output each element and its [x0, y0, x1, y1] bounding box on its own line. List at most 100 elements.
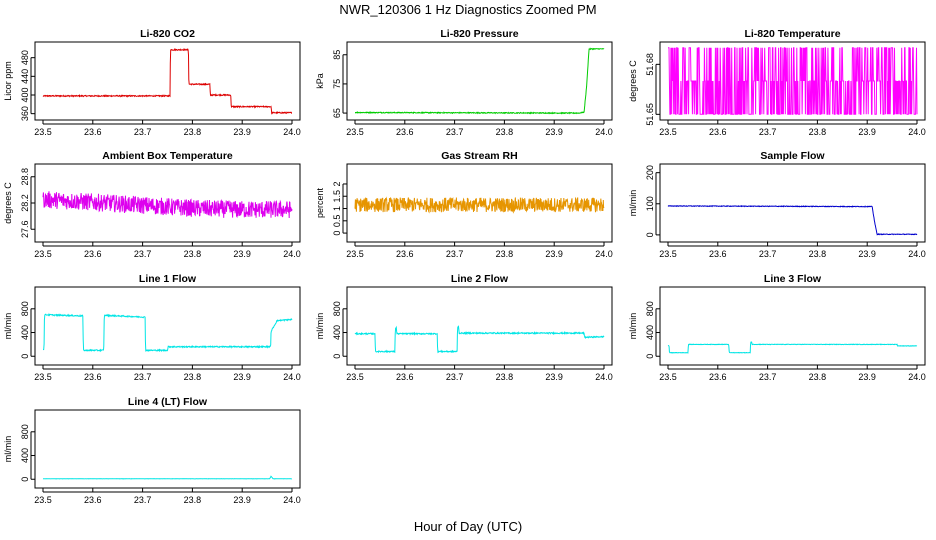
x-tick-label: 23.7: [446, 372, 464, 382]
panel-title: Sample Flow: [760, 150, 825, 162]
x-tick-label: 23.8: [809, 372, 827, 382]
x-tick-label: 23.7: [134, 249, 152, 259]
y-tick-label: 400: [20, 325, 30, 340]
panels-group: Li-820 CO2 23.5 23.6 23.7 23.8 23.9 24.0 360 400…: [3, 28, 926, 505]
x-tick-label: 24.0: [283, 127, 301, 137]
panel-title: Li-820 Pressure: [440, 28, 518, 40]
x-tick-label: 23.5: [346, 127, 364, 137]
series-line-sample_flow: [667, 204, 918, 236]
x-tick-label: 23.6: [709, 127, 727, 137]
series-line-licor_temp: [668, 47, 918, 115]
x-tick-label: 24.0: [283, 372, 301, 382]
figure-title: NWR_120306 1 Hz Diagnostics Zoomed PM: [339, 2, 596, 17]
x-tick-label: 23.9: [233, 249, 251, 259]
panel-licor_temp: Li-820 Temperature 23.5 23.6 23.7 23.8 23.9 24…: [628, 28, 926, 137]
x-tick-label: 23.8: [809, 249, 827, 259]
x-tick-label: 23.8: [496, 249, 514, 259]
x-tick-label: 23.9: [858, 127, 876, 137]
x-tick-label: 23.7: [134, 127, 152, 137]
y-tick-label: 51.65: [645, 103, 655, 126]
series-line-gas_rh: [354, 196, 605, 214]
x-tick-label: 23.9: [545, 249, 563, 259]
x-tick-label: 23.7: [134, 495, 152, 505]
x-tick-label: 23.9: [233, 495, 251, 505]
x-tick-label: 23.5: [34, 127, 52, 137]
plot-frame: [34, 286, 301, 366]
x-tick-label: 23.7: [134, 372, 152, 382]
y-axis-label: ml/min: [628, 313, 638, 340]
y-axis-label: degrees C: [3, 182, 13, 224]
y-axis-label: ml/min: [628, 190, 638, 217]
x-tick-label: 23.7: [446, 127, 464, 137]
y-tick-label: 65: [332, 108, 342, 118]
y-tick-label: 360: [20, 106, 30, 121]
x-tick-label: 24.0: [595, 372, 613, 382]
x-tick-label: 23.5: [346, 372, 364, 382]
y-tick-label: 400: [645, 325, 655, 340]
y-tick-label: 2: [332, 181, 342, 186]
plot-frame: [659, 163, 926, 243]
y-tick-label: 440: [20, 69, 30, 84]
y-axis-label: ml/min: [3, 436, 13, 463]
y-axis-label: ml/min: [315, 313, 325, 340]
plot-frame: [346, 163, 613, 243]
y-tick-label: 85: [332, 50, 342, 60]
y-tick-label: 75: [332, 79, 342, 89]
y-axis-label: Licor ppm: [3, 61, 13, 101]
y-tick-label: 28.8: [20, 168, 30, 186]
y-tick-label: 0: [645, 232, 655, 237]
x-tick-label: 24.0: [595, 127, 613, 137]
x-tick-label: 23.8: [809, 127, 827, 137]
y-tick-label: 27.6: [20, 220, 30, 238]
panel-gas_rh: Gas Stream RH 23.5 23.6 23.7 23.8 23.9 24.0 0 0.…: [315, 150, 613, 259]
series-line-co2: [42, 47, 293, 115]
x-tick-label: 23.6: [84, 249, 102, 259]
x-tick-label: 23.8: [496, 127, 514, 137]
x-tick-label: 23.9: [545, 127, 563, 137]
plot-frame: [346, 286, 613, 366]
y-axis-label: percent: [315, 187, 325, 218]
y-tick-label: 400: [20, 448, 30, 463]
x-tick-label: 23.7: [759, 127, 777, 137]
x-tick-label: 23.6: [396, 249, 414, 259]
x-tick-label: 23.6: [84, 127, 102, 137]
x-tick-label: 23.5: [34, 372, 52, 382]
y-tick-label: 400: [20, 87, 30, 102]
panel-pressure: Li-820 Pressure 23.5 23.6 23.7 23.8 23.9 24.0 6…: [315, 28, 613, 137]
panel-title: Line 3 Flow: [764, 273, 822, 285]
y-tick-label: 0.5: [332, 215, 342, 228]
x-tick-label: 23.7: [446, 249, 464, 259]
y-axis-label: kPa: [315, 73, 325, 89]
x-tick-label: 23.7: [759, 249, 777, 259]
x-tick-label: 23.9: [858, 249, 876, 259]
series-line-line3: [667, 341, 918, 354]
x-tick-label: 24.0: [595, 249, 613, 259]
series-line-ambient_temp: [42, 191, 293, 219]
y-tick-label: 100: [645, 196, 655, 211]
x-tick-label: 23.6: [84, 372, 102, 382]
x-tick-label: 24.0: [283, 249, 301, 259]
x-tick-label: 23.8: [184, 372, 202, 382]
x-tick-label: 23.5: [659, 127, 677, 137]
x-tick-label: 23.8: [496, 372, 514, 382]
y-tick-label: 480: [20, 50, 30, 65]
y-tick-label: 400: [332, 325, 342, 340]
x-tick-label: 23.6: [709, 249, 727, 259]
x-tick-label: 23.9: [233, 127, 251, 137]
x-tick-label: 23.8: [184, 127, 202, 137]
x-tick-label: 24.0: [908, 372, 926, 382]
series-line-line2: [354, 325, 605, 354]
panel-co2: Li-820 CO2 23.5 23.6 23.7 23.8 23.9 24.0 360 400…: [3, 28, 301, 137]
panel-title: Line 4 (LT) Flow: [128, 396, 208, 408]
series-line-pressure: [355, 47, 605, 115]
y-axis-label: ml/min: [3, 313, 13, 340]
y-tick-label: 0: [332, 231, 342, 236]
y-tick-label: 800: [20, 301, 30, 316]
y-tick-label: 51.68: [645, 53, 655, 76]
y-tick-label: 28.2: [20, 194, 30, 212]
panel-sample_flow: Sample Flow 23.5 23.6 23.7 23.8 23.9 24.0 0 100 2…: [628, 150, 926, 259]
x-tick-label: 23.9: [858, 372, 876, 382]
plot-frame: [346, 41, 613, 121]
y-tick-label: 800: [332, 301, 342, 316]
